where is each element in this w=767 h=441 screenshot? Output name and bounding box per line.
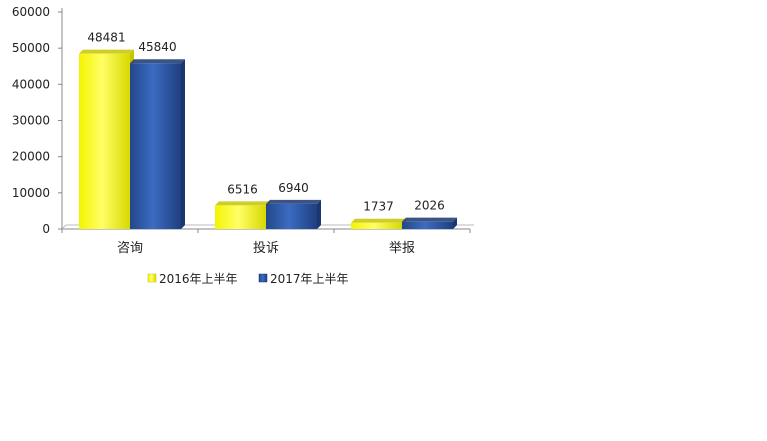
bar-top-0 [215, 201, 270, 206]
bar-投诉-1 [266, 203, 317, 229]
axes: 0 10000 20000 30000 40000 50000 60000 咨询 投诉 举报 [12, 5, 474, 256]
bar-side-1 [181, 59, 185, 229]
bar-举报-1 [402, 221, 453, 229]
x-axis-depth-line [61, 224, 67, 230]
legend-swatch-0 [147, 273, 157, 283]
y-tick-label: 40000 [12, 77, 50, 91]
data-label: 1737 [363, 200, 394, 214]
x-category-label: 咨询 [117, 241, 143, 256]
legend-label: 2016年上半年 [159, 272, 238, 286]
bar-top-0 [351, 218, 406, 223]
bar-top-1 [130, 59, 185, 64]
bar-咨询-0 [79, 53, 130, 229]
y-tick-label: 20000 [12, 150, 50, 164]
bars [79, 49, 457, 229]
y-tick-label: 30000 [12, 114, 50, 128]
bar-top-0 [79, 49, 134, 54]
data-labels: 48481 45840 6516 6940 1737 2026 [87, 31, 444, 214]
x-category-label: 举报 [389, 241, 415, 256]
data-label: 6940 [278, 181, 309, 195]
legend-swatch-1 [258, 273, 268, 283]
data-label: 2026 [414, 199, 445, 213]
bar-咨询-1 [130, 63, 181, 229]
bar-举报-0 [351, 222, 402, 229]
x-category-label: 投诉 [253, 240, 279, 256]
bar-投诉-0 [215, 205, 266, 229]
bar-side-1 [317, 199, 321, 229]
bar-top-1 [266, 199, 321, 204]
y-tick-label: 60000 [12, 5, 50, 19]
data-label: 48481 [87, 31, 125, 45]
bar-side-1 [453, 217, 457, 229]
y-tick-label: 50000 [12, 41, 50, 55]
legend-label: 2017年上半年 [270, 272, 349, 286]
data-label: 6516 [227, 182, 258, 196]
y-tick-label: 10000 [12, 186, 50, 200]
bar-top-1 [402, 217, 457, 222]
data-label: 45840 [138, 40, 176, 54]
legend: 2016年上半年 2017年上半年 [147, 272, 349, 286]
y-tick-label: 0 [42, 222, 50, 236]
